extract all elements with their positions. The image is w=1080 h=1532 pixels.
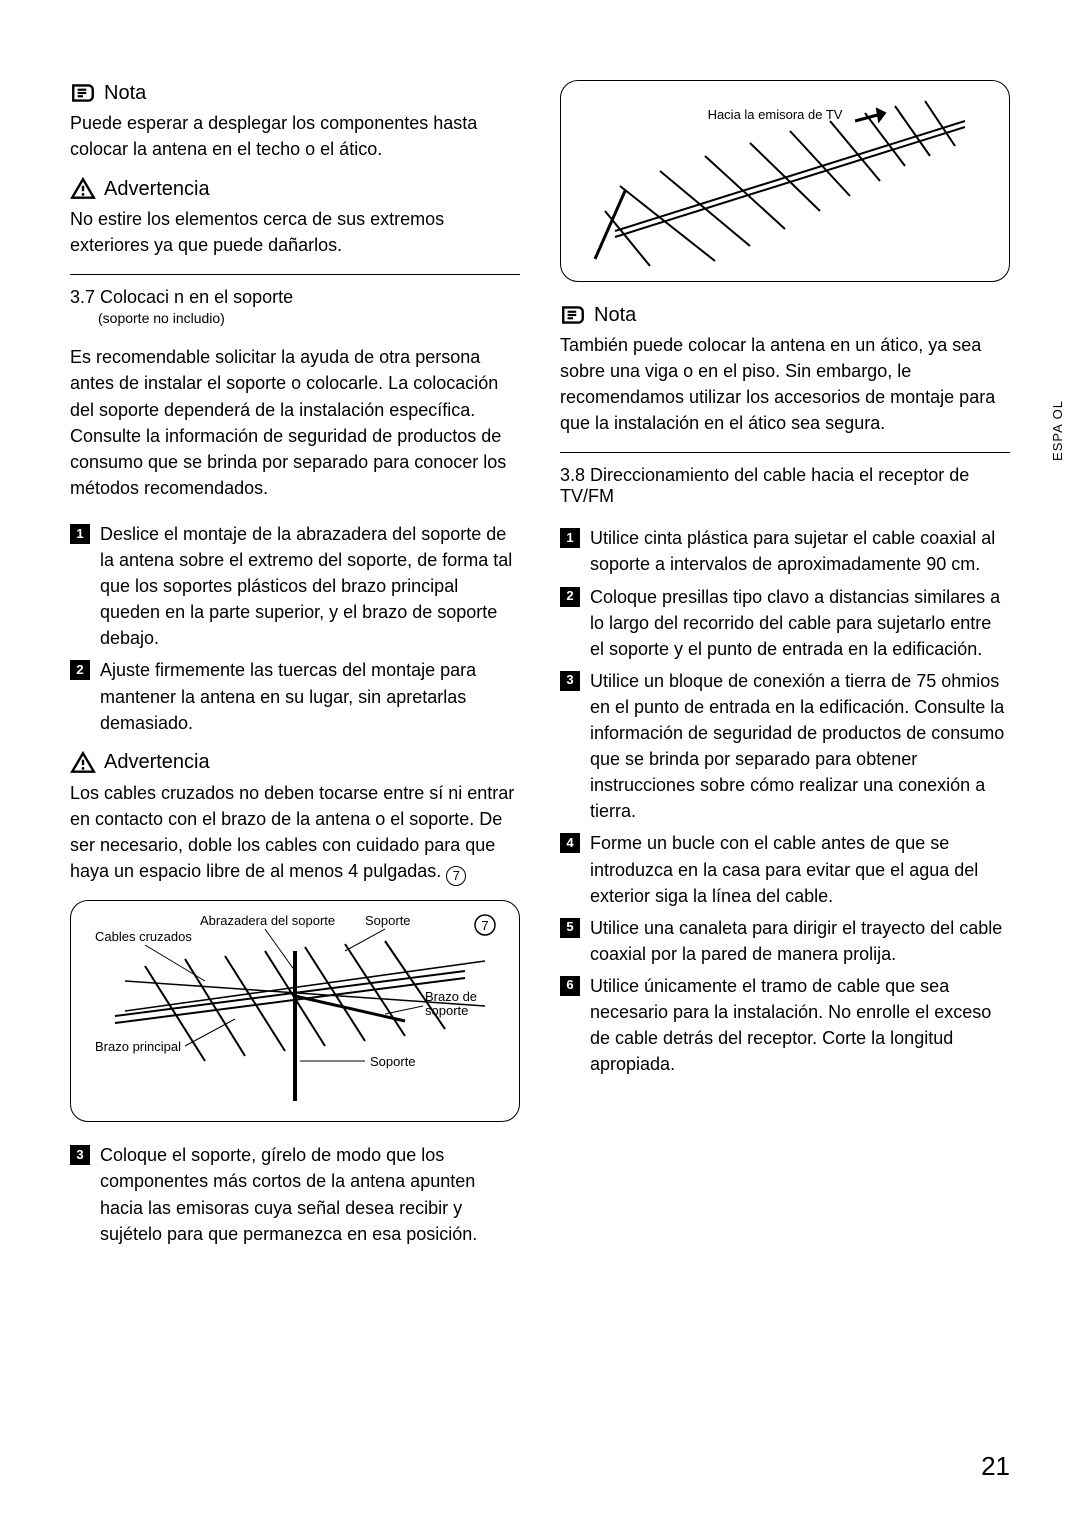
advertencia-2-label: Advertencia [104, 751, 210, 774]
section-3-7-intro: Es recomendable solicitar la ayuda de ot… [70, 344, 520, 501]
figure-7: 7 Abrazadera del soporte Soporte Cables … [70, 900, 520, 1122]
note-icon [70, 80, 96, 106]
section-3-7-steps-b: 3 Coloque el soporte, gírelo de modo que… [70, 1142, 520, 1246]
antenna-direction-diagram: Hacia la emisora de TV [575, 91, 995, 271]
step-text: Utilice únicamente el tramo de cable que… [590, 973, 1010, 1077]
advertencia-1-header: Advertencia [70, 176, 520, 202]
step-text: Coloque el soporte, gírelo de modo que l… [100, 1142, 520, 1246]
page-columns: Nota Puede esperar a desplegar los compo… [70, 80, 1010, 1253]
right-column: Hacia la emisora de TV [560, 80, 1010, 1253]
language-tab: ESPA OL [1050, 400, 1065, 461]
list-item: 3 Coloque el soporte, gírelo de modo que… [70, 1142, 520, 1246]
page-number: 21 [981, 1451, 1010, 1482]
step-text: Forme un bucle con el cable antes de que… [590, 830, 1010, 908]
advertencia-2-text: Los cables cruzados no deben tocarse ent… [70, 783, 514, 881]
label-soporte-mid: Soporte [370, 1054, 416, 1069]
label-brazo-principal: Brazo principal [95, 1039, 181, 1054]
step-number-badge: 1 [560, 528, 580, 548]
step-text: Ajuste firmemente las tuercas del montaj… [100, 657, 520, 735]
list-item: 6 Utilice únicamente el tramo de cable q… [560, 973, 1010, 1077]
list-item: 1 Deslice el montaje de la abrazadera de… [70, 521, 520, 651]
label-brazo-soporte-2: soporte [425, 1003, 468, 1018]
list-item: 1 Utilice cinta plástica para sujetar el… [560, 525, 1010, 577]
step-number-badge: 3 [560, 671, 580, 691]
advertencia-1-label: Advertencia [104, 178, 210, 201]
step-number-badge: 3 [70, 1145, 90, 1165]
section-3-8-title: 3.8 Direccionamiento del cable hacia el … [560, 465, 1010, 507]
step-number-badge: 6 [560, 976, 580, 996]
step-number-badge: 2 [70, 660, 90, 680]
step-text: Utilice un bloque de conexión a tierra d… [590, 668, 1010, 825]
label-soporte-top: Soporte [365, 913, 411, 928]
warning-icon [70, 176, 96, 202]
nota-2-header: Nota [560, 302, 1010, 328]
step-number-badge: 1 [70, 524, 90, 544]
label-brazo-soporte-1: Brazo de [425, 989, 477, 1004]
section-3-8-steps: 1 Utilice cinta plástica para sujetar el… [560, 525, 1010, 1077]
section-3-7-steps-a: 1 Deslice el montaje de la abrazadera de… [70, 521, 520, 736]
step-text: Utilice una canaleta para dirigir el tra… [590, 915, 1010, 967]
list-item: 2 Ajuste firmemente las tuercas del mont… [70, 657, 520, 735]
figure-number: 7 [481, 918, 488, 933]
antenna-mast-diagram: 7 Abrazadera del soporte Soporte Cables … [85, 911, 505, 1111]
label-cables: Cables cruzados [95, 929, 192, 944]
nota-2-body: También puede colocar la antena en un át… [560, 332, 1010, 436]
section-3-7-title: 3.7 Colocaci n en el soporte [70, 287, 520, 308]
list-item: 4 Forme un bucle con el cable antes de q… [560, 830, 1010, 908]
nota-1-label: Nota [104, 82, 146, 105]
step-number-badge: 2 [560, 587, 580, 607]
step-number-badge: 4 [560, 833, 580, 853]
nota-2-label: Nota [594, 304, 636, 327]
divider [70, 274, 520, 275]
warning-icon [70, 750, 96, 776]
section-3-7-subtitle: (soporte no includio) [70, 310, 520, 326]
figure-top-antenna: Hacia la emisora de TV [560, 80, 1010, 282]
divider [560, 452, 1010, 453]
note-icon [560, 302, 586, 328]
list-item: 2 Coloque presillas tipo clavo a distanc… [560, 584, 1010, 662]
step-text: Utilice cinta plástica para sujetar el c… [590, 525, 1010, 577]
step-text: Deslice el montaje de la abrazadera del … [100, 521, 520, 651]
advertencia-2-body: Los cables cruzados no deben tocarse ent… [70, 780, 520, 887]
list-item: 5 Utilice una canaleta para dirigir el t… [560, 915, 1010, 967]
advertencia-1-body: No estire los elementos cerca de sus ext… [70, 206, 520, 258]
figure-ref-7: 7 [446, 866, 466, 886]
fig-top-label: Hacia la emisora de TV [708, 107, 843, 122]
advertencia-2-header: Advertencia [70, 750, 520, 776]
left-column: Nota Puede esperar a desplegar los compo… [70, 80, 520, 1253]
nota-1-body: Puede esperar a desplegar los componente… [70, 110, 520, 162]
label-abrazadera: Abrazadera del soporte [200, 913, 335, 928]
list-item: 3 Utilice un bloque de conexión a tierra… [560, 668, 1010, 825]
step-text: Coloque presillas tipo clavo a distancia… [590, 584, 1010, 662]
nota-1-header: Nota [70, 80, 520, 106]
step-number-badge: 5 [560, 918, 580, 938]
